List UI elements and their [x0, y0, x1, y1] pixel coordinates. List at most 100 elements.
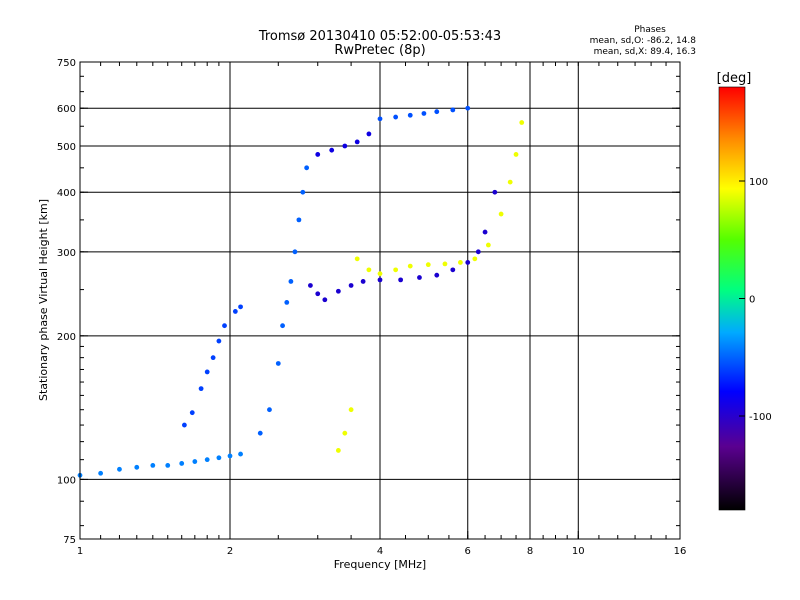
y-tick-label: 75 — [63, 535, 76, 546]
data-point — [300, 189, 306, 195]
colorbar-tick-label: -100 — [749, 412, 772, 423]
y-tick-label: 500 — [57, 142, 76, 153]
data-point — [335, 288, 341, 294]
data-point — [519, 120, 525, 125]
data-point — [434, 272, 440, 278]
data-point — [407, 263, 413, 269]
data-point — [179, 461, 185, 466]
data-point — [198, 386, 204, 392]
data-point — [288, 279, 294, 284]
grid — [80, 62, 680, 539]
x-tick-label: 2 — [227, 546, 233, 557]
data-point — [425, 262, 431, 268]
x-tick-label: 6 — [465, 546, 471, 557]
data-point — [354, 256, 360, 262]
data-point — [216, 338, 222, 344]
data-point — [342, 143, 348, 149]
data-point — [472, 256, 478, 262]
data-point — [417, 275, 422, 280]
colorbar-tick-label: 100 — [749, 177, 768, 188]
y-tick-label: 100 — [57, 475, 76, 486]
data-point — [366, 267, 372, 273]
data-point — [315, 152, 321, 157]
axis-ticks: 1 2 4 6 8 10 16 75 100 200 300 400 500 600 750 — [57, 58, 686, 557]
data-point — [284, 300, 290, 305]
data-point — [377, 277, 383, 283]
colorbar-ticks: 100 0 -100 — [739, 177, 772, 423]
data-point — [296, 217, 302, 223]
data-point — [421, 111, 427, 116]
colorbar-tick-label: 0 — [749, 295, 755, 306]
data-point — [98, 470, 104, 476]
y-tick-label: 600 — [57, 104, 76, 115]
x-tick-label: 16 — [674, 546, 687, 557]
data-point — [342, 430, 348, 436]
colorbar-label: [deg] — [717, 71, 752, 86]
data-point — [442, 261, 448, 267]
data-point — [280, 323, 285, 329]
data-point — [482, 229, 488, 235]
data-point — [150, 462, 156, 468]
phases-x-line: mean, sd,X: 89.4, 16.3 — [594, 47, 696, 57]
y-tick-label: 300 — [57, 248, 76, 259]
data-point — [450, 107, 456, 113]
data-point — [204, 457, 210, 463]
data-point — [485, 242, 491, 248]
data-point — [192, 459, 198, 464]
x-tick-label: 10 — [572, 546, 585, 557]
y-axis-label: Stationary phase Virtual Height [km] — [37, 199, 50, 401]
data-point — [377, 116, 383, 122]
data-point — [507, 179, 513, 185]
data-point — [238, 451, 243, 457]
data-point — [360, 279, 366, 284]
data-point — [257, 430, 263, 436]
data-point — [181, 422, 187, 428]
phases-o-line: mean, sd,O: -86.2, 14.8 — [590, 36, 697, 46]
data-point — [348, 283, 354, 288]
data-point — [232, 309, 238, 314]
data-point — [393, 267, 399, 273]
data-point — [366, 131, 372, 137]
data-point — [407, 112, 413, 118]
y-tick-label: 400 — [57, 188, 76, 199]
data-point — [204, 369, 210, 375]
y-tick-label: 200 — [57, 332, 76, 343]
data-point — [498, 211, 504, 217]
data-point — [308, 283, 313, 288]
data-point — [304, 165, 310, 171]
data-point — [398, 277, 404, 283]
x-tick-label: 1 — [77, 546, 83, 557]
data-point — [513, 152, 519, 157]
data-points — [77, 105, 525, 478]
data-point — [275, 361, 281, 366]
phases-header: Phases — [634, 25, 666, 35]
data-point — [458, 260, 463, 265]
x-axis-label: Frequency [MHz] — [334, 558, 426, 571]
data-point — [393, 114, 399, 120]
data-point — [315, 291, 321, 297]
data-point — [329, 147, 335, 153]
data-point — [165, 462, 171, 468]
data-point — [267, 407, 272, 413]
data-point — [335, 448, 341, 453]
x-tick-label: 8 — [527, 546, 533, 557]
data-point — [465, 260, 471, 265]
data-point — [210, 355, 216, 361]
data-point — [292, 249, 298, 255]
data-point — [475, 249, 481, 255]
data-point — [238, 304, 243, 310]
data-point — [134, 464, 140, 470]
data-point — [450, 267, 456, 273]
y-tick-label: 750 — [57, 58, 76, 69]
x-tick-label: 4 — [377, 546, 383, 557]
data-point — [492, 189, 498, 195]
data-point — [348, 407, 354, 413]
chart-title: Tromsø 20130410 05:52:00-05:53:43 — [258, 29, 501, 44]
chart-subtitle: RwPretec (8p) — [334, 43, 425, 58]
data-point — [117, 466, 122, 472]
data-point — [216, 455, 222, 461]
data-point — [322, 297, 328, 303]
data-point — [377, 271, 383, 277]
data-point — [189, 410, 195, 416]
